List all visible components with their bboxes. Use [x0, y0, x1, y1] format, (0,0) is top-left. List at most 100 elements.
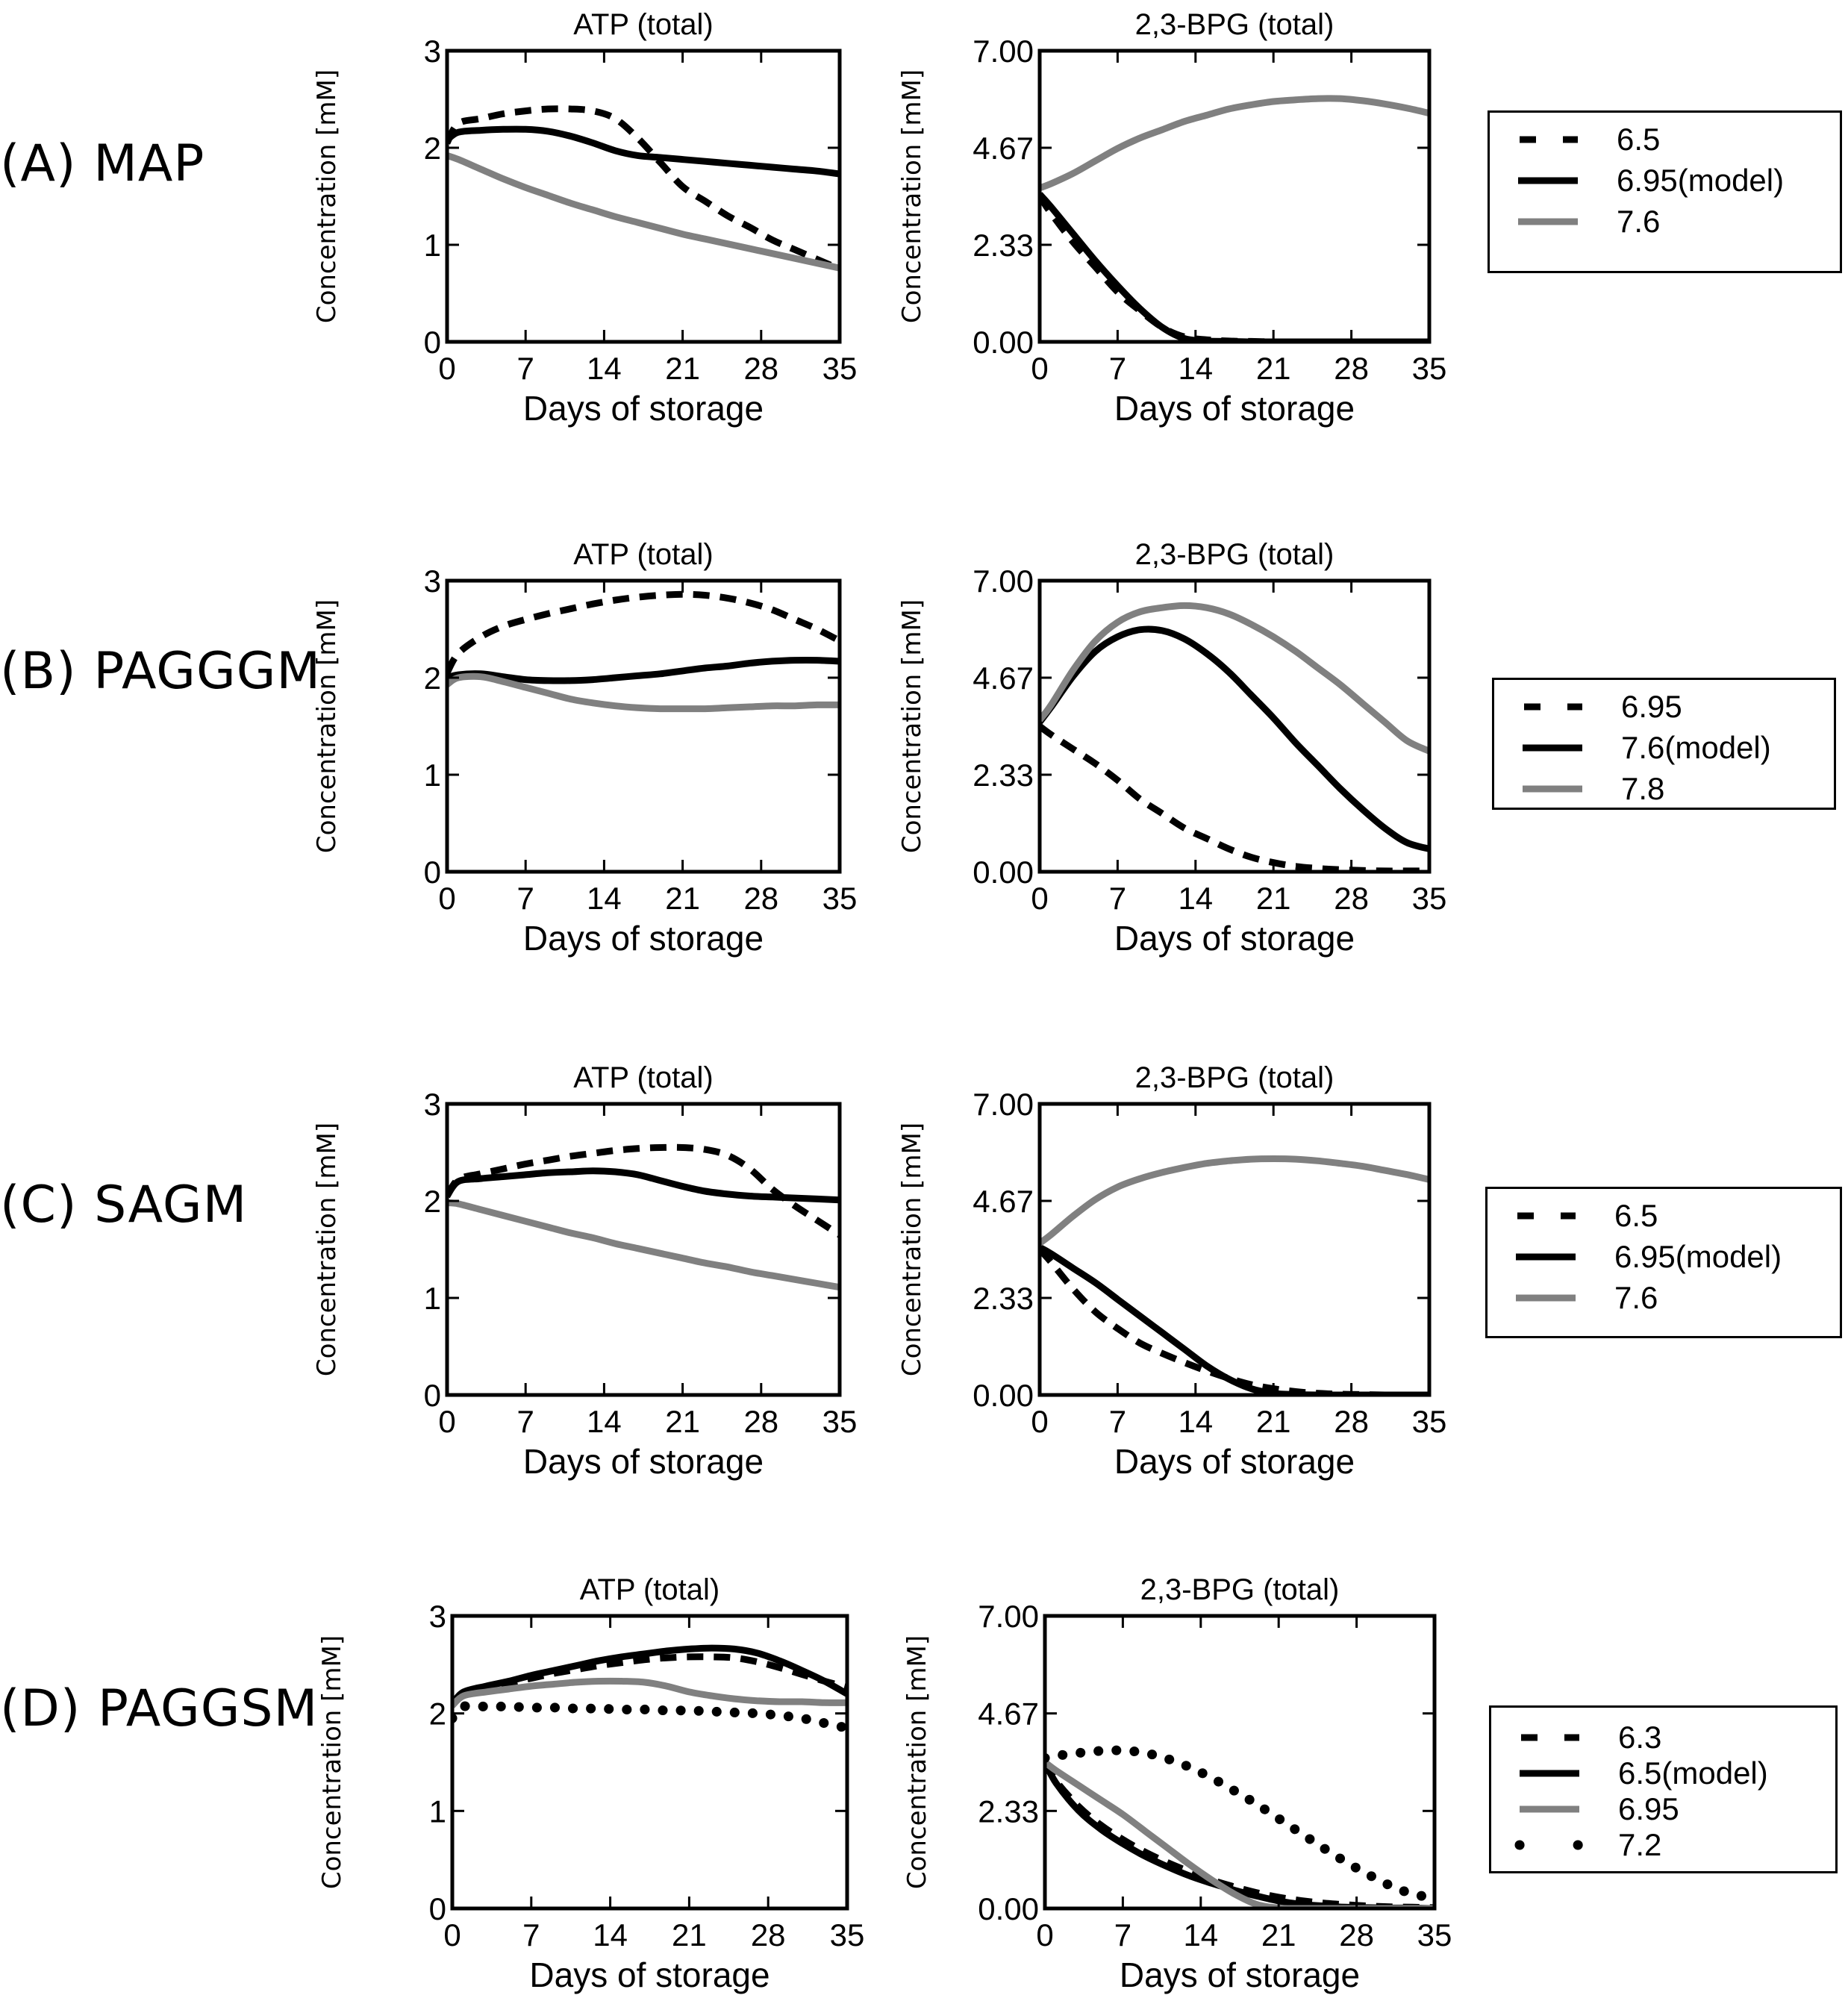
x-tick-label: 21 — [665, 881, 700, 916]
y-tick-label: 1 — [429, 1794, 446, 1829]
x-tick-label: 28 — [1334, 881, 1369, 916]
plot-area — [447, 105, 840, 272]
y-axis-label: Concentration [mM] — [897, 69, 927, 323]
y-axis-label: Concentration [mM] — [312, 599, 342, 853]
legend-swatch-icon — [1523, 785, 1582, 793]
series-line-6.95 — [447, 590, 840, 675]
legend-swatch-icon — [1516, 1294, 1576, 1302]
legend-item: 6.5 — [1488, 1198, 1658, 1234]
legend-item: 7.6 — [1488, 1280, 1658, 1316]
x-axis-label: Days of storage — [523, 919, 764, 958]
y-tick-label: 7.00 — [973, 1087, 1034, 1122]
y-tick-label: 4.67 — [973, 131, 1034, 166]
series-line-7.6 — [447, 1199, 840, 1291]
x-axis-label: Days of storage — [1114, 389, 1355, 428]
series-line-6.5 — [447, 105, 840, 272]
series-line-7.6 — [1040, 1155, 1429, 1246]
series-line-7.2 — [452, 1700, 847, 1733]
x-tick-label: 7 — [1109, 351, 1126, 386]
x-tick-label: 0 — [1036, 1917, 1053, 1953]
x-tick-label: 14 — [593, 1917, 628, 1953]
legend-label: 6.5 — [1617, 122, 1661, 157]
x-tick-label: 14 — [1178, 881, 1213, 916]
x-tick-label: 28 — [1339, 1917, 1374, 1953]
axes-frame — [1037, 578, 1432, 874]
x-tick-label: 0 — [1031, 351, 1048, 386]
legend-swatch-icon — [1524, 703, 1582, 711]
axes-frame — [445, 49, 842, 344]
series-line-7.8 — [1040, 602, 1429, 755]
x-tick-label: 14 — [587, 351, 622, 386]
chart-title: ATP (total) — [573, 8, 713, 41]
x-tick-label: 21 — [672, 1917, 707, 1953]
x-tick-label: 35 — [1412, 1404, 1447, 1439]
y-tick-label: 1 — [424, 1281, 441, 1316]
x-tick-label: 0 — [1031, 1404, 1048, 1439]
x-tick-label: 14 — [587, 1404, 622, 1439]
x-tick-label: 0 — [1031, 881, 1048, 916]
x-tick-label: 28 — [751, 1917, 786, 1953]
chart-title: 2,3-BPG (total) — [1135, 8, 1335, 41]
y-axis-label: Concentration [mM] — [897, 1123, 927, 1376]
x-tick-label: 21 — [665, 1404, 700, 1439]
legend-swatch-icon — [1518, 218, 1578, 225]
legend-item: 7.6(model) — [1494, 730, 1771, 766]
row-label: (B) PAGGGM — [0, 642, 322, 701]
y-tick-label: 1 — [424, 758, 441, 793]
legend-label: 6.5(model) — [1618, 1755, 1768, 1791]
chart-title: ATP (total) — [573, 1061, 713, 1094]
series-line-7.2 — [1045, 1745, 1435, 1903]
x-tick-label: 7 — [517, 351, 534, 386]
legend-item: 6.95(model) — [1490, 163, 1784, 199]
x-axis-label: Days of storage — [523, 389, 764, 428]
x-axis-label: Days of storage — [1120, 1955, 1360, 1994]
legend-item: 7.8 — [1494, 771, 1664, 807]
x-axis-label: Days of storage — [1114, 919, 1355, 958]
plot-area — [447, 590, 840, 713]
x-tick-label: 21 — [1261, 1917, 1296, 1953]
legend-label: 7.6(model) — [1621, 730, 1771, 765]
y-tick-label: 2 — [429, 1696, 446, 1732]
y-axis-label: Concentration [mM] — [317, 1635, 347, 1889]
x-axis-label: Days of storage — [1114, 1442, 1355, 1481]
chart-title: 2,3-BPG (total) — [1140, 1573, 1340, 1606]
y-tick-label: 3 — [424, 34, 441, 69]
y-axis-label: Concentration [mM] — [312, 1123, 342, 1376]
legend-swatch-icon — [1514, 1840, 1585, 1850]
y-tick-label: 3 — [424, 1087, 441, 1122]
y-tick-label: 4.67 — [973, 661, 1034, 696]
legend-label: 7.6 — [1617, 204, 1661, 239]
y-tick-label: 3 — [429, 1599, 446, 1634]
legend-label: 6.95 — [1621, 689, 1682, 724]
x-tick-label: 7 — [517, 1404, 534, 1439]
legend-item: 6.95 — [1491, 1791, 1679, 1827]
axes-frame — [445, 578, 842, 874]
y-tick-label: 0.00 — [973, 855, 1034, 890]
x-tick-label: 35 — [822, 1404, 858, 1439]
legend: 6.3 6.5(model) 6.95 7.2 — [1489, 1705, 1838, 1873]
y-tick-label: 2.33 — [978, 1794, 1039, 1829]
y-tick-label: 1 — [424, 228, 441, 263]
x-tick-label: 28 — [1334, 1404, 1369, 1439]
row-label: (A) MAP — [0, 134, 205, 193]
x-tick-label: 28 — [743, 1404, 778, 1439]
legend-swatch-icon — [1521, 1734, 1579, 1741]
legend-swatch-icon — [1520, 1805, 1579, 1813]
legend-label: 6.5 — [1614, 1198, 1658, 1233]
x-tick-label: 0 — [438, 351, 455, 386]
x-tick-label: 28 — [743, 881, 778, 916]
legend-label: 6.95 — [1618, 1791, 1679, 1826]
y-tick-label: 0 — [424, 855, 441, 890]
series-line-6.5 — [1040, 1246, 1429, 1395]
y-tick-label: 2 — [424, 1184, 441, 1219]
y-axis-label: Concentration [mM] — [312, 69, 342, 323]
series-line-6.95-model- — [447, 1167, 840, 1204]
x-tick-label: 7 — [1109, 1404, 1126, 1439]
x-tick-label: 0 — [438, 881, 455, 916]
x-tick-label: 7 — [522, 1917, 540, 1953]
series-line-6.95-model- — [447, 125, 840, 178]
series-line-6.5 — [447, 1143, 840, 1238]
